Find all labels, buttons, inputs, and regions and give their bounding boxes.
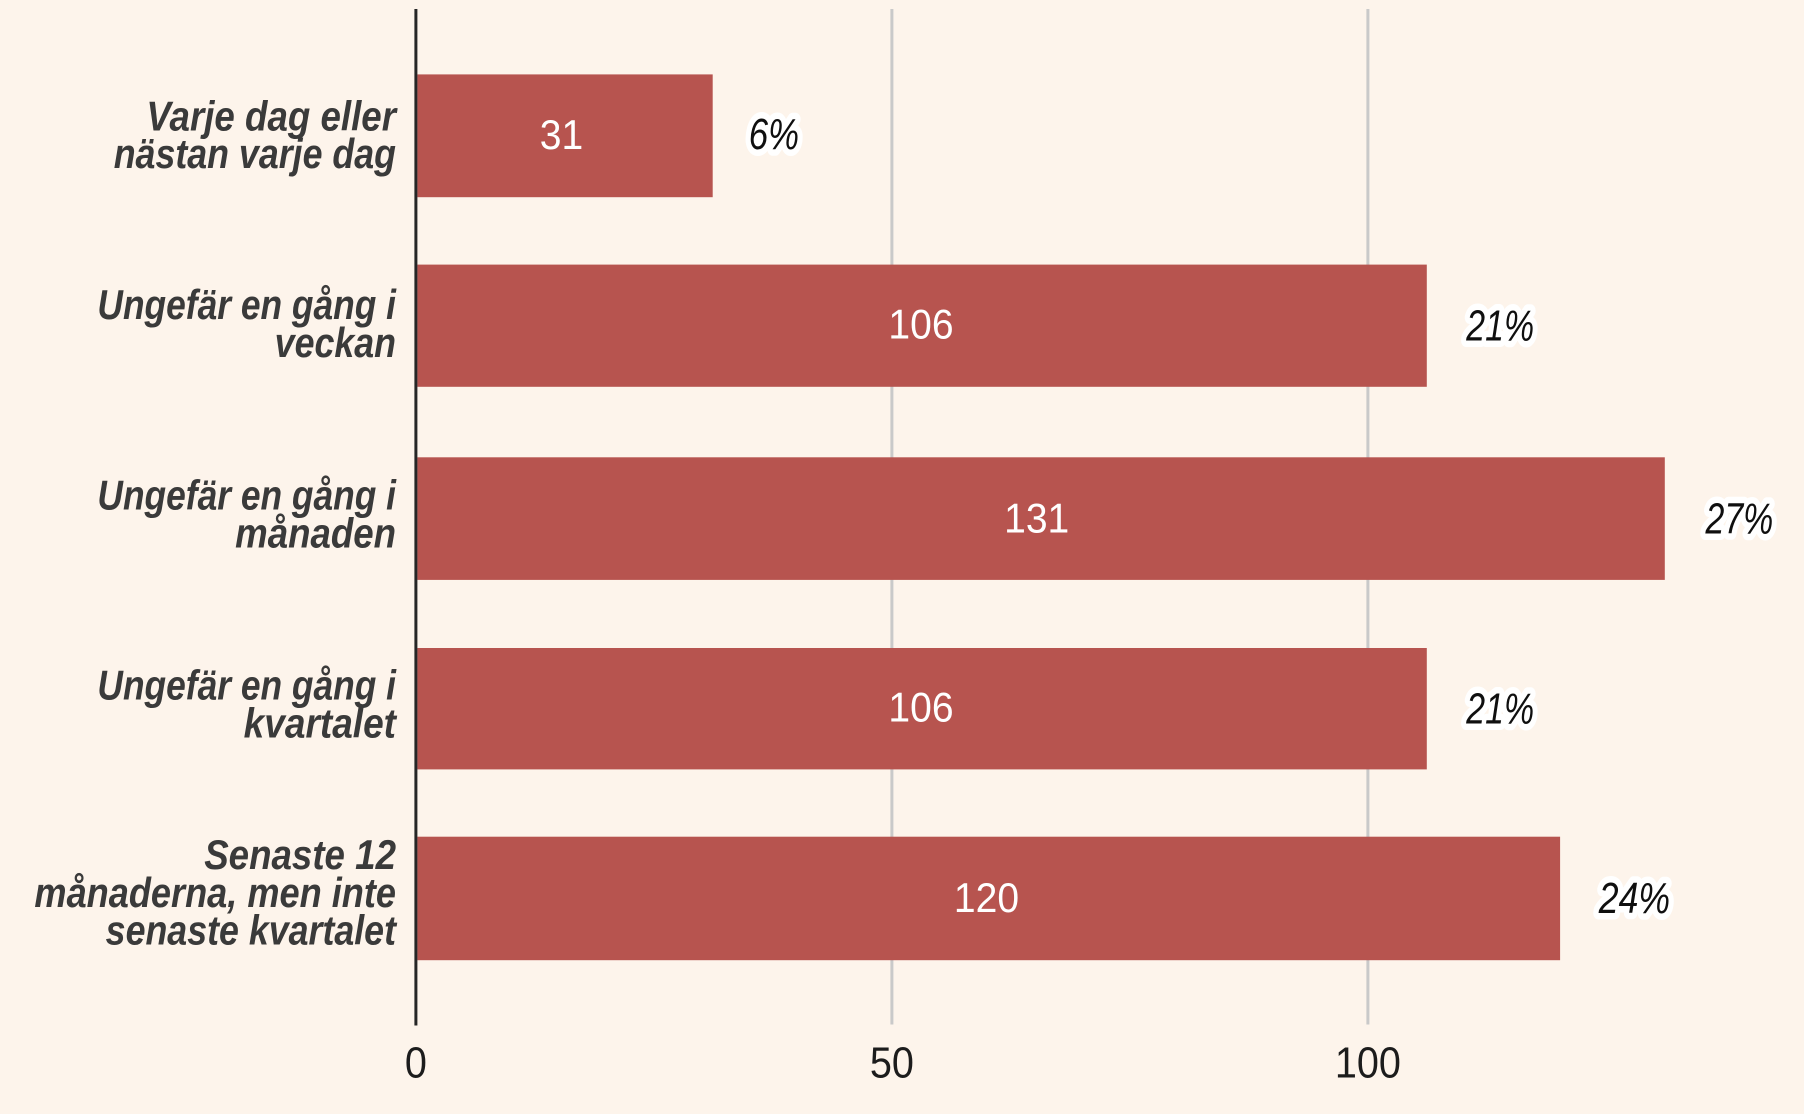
svg-text:Ungefär en gång i: Ungefär en gång i [97, 663, 397, 710]
svg-text:0: 0 [405, 1038, 427, 1087]
svg-text:veckan: veckan [275, 320, 396, 366]
svg-text:senaste kvartalet: senaste kvartalet [106, 908, 398, 954]
svg-text:31: 31 [540, 110, 583, 158]
svg-text:21%: 21% [1465, 684, 1534, 733]
svg-text:Ungefär en gång i: Ungefär en gång i [97, 473, 397, 520]
svg-text:månaden: månaden [235, 510, 396, 557]
svg-text:100: 100 [1335, 1038, 1401, 1087]
svg-text:24%: 24% [1598, 875, 1670, 923]
svg-text:månaderna, men inte: månaderna, men inte [34, 871, 396, 917]
svg-text:131: 131 [1004, 494, 1069, 542]
svg-text:Varje dag eller: Varje dag eller [146, 93, 398, 140]
svg-text:50: 50 [870, 1038, 914, 1087]
svg-text:27%: 27% [1705, 494, 1774, 543]
svg-text:kvartalet: kvartalet [244, 700, 398, 747]
svg-text:nästan varje dag: nästan varje dag [114, 131, 396, 177]
svg-text:21%: 21% [1465, 301, 1534, 350]
svg-text:21%: 21% [1465, 684, 1534, 733]
svg-text:Senaste 12: Senaste 12 [204, 832, 396, 879]
svg-text:27%: 27% [1705, 494, 1774, 543]
svg-text:6%: 6% [749, 110, 799, 159]
svg-text:Ungefär en gång i: Ungefär en gång i [97, 282, 397, 329]
svg-text:106: 106 [888, 300, 953, 348]
svg-text:6%: 6% [749, 110, 799, 159]
svg-text:106: 106 [888, 683, 953, 731]
svg-text:21%: 21% [1465, 301, 1534, 350]
svg-text:24%: 24% [1598, 875, 1670, 923]
svg-text:120: 120 [954, 874, 1019, 922]
